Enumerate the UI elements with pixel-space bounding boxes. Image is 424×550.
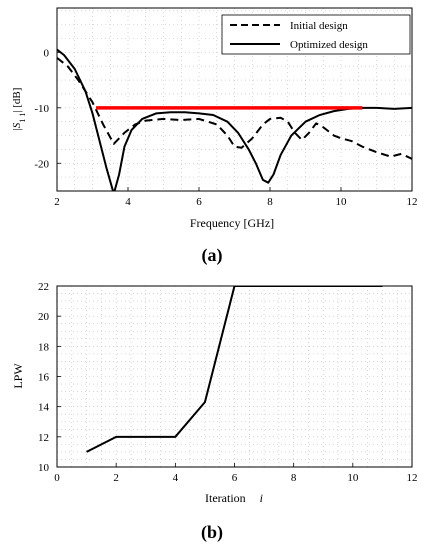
a-plot-frame (56, 7, 413, 192)
x-tick-label: 0 (54, 472, 60, 484)
series-lpw (86, 286, 383, 453)
legend-optimized-label: Optimized design (290, 39, 368, 51)
x-tick-label: 2 (54, 196, 60, 208)
x-tick-label: 10 (347, 472, 359, 484)
chart-b: 0 2 4 6 8 10 12 10 12 14 16 18 20 22 LPW Iteration i (… (11, 281, 418, 543)
b-ticks: 0 2 4 6 8 10 12 10 12 14 16 18 20 22 (38, 281, 418, 484)
a-panel-label: (a) (202, 245, 223, 266)
b-panel-label: (b) (201, 522, 223, 543)
x-tick-label: 8 (267, 196, 273, 208)
b-plot-frame (56, 285, 413, 468)
series-initial-design (57, 57, 412, 160)
b-series (86, 286, 383, 453)
chart-a: 2 4 6 8 10 12 0 -10 -20 Initial design Optimized… (11, 7, 418, 266)
a-legend-box (221, 14, 411, 55)
x-tick-label: 8 (291, 472, 297, 484)
y-tick-label: 18 (38, 341, 50, 353)
b-xlabel-symbol: i (260, 491, 263, 505)
x-tick-label: 12 (407, 196, 418, 208)
a-legend: Initial design Optimized design (221, 14, 411, 55)
a-grid (56, 8, 413, 192)
y-tick-label: -20 (34, 158, 49, 170)
y-tick-label: 14 (38, 402, 50, 414)
y-tick-label: -10 (34, 103, 49, 115)
x-tick-label: 6 (196, 196, 202, 208)
y-tick-label: 12 (38, 432, 49, 444)
x-tick-label: 10 (336, 196, 348, 208)
series-optimized-design (57, 48, 412, 191)
y-tick-label: 20 (38, 311, 50, 323)
a-xlabel: Frequency [GHz] (190, 216, 274, 230)
a-ticks: 2 4 6 8 10 12 0 -10 -20 (34, 47, 417, 208)
x-tick-label: 6 (232, 472, 238, 484)
x-tick-label: 2 (113, 472, 119, 484)
b-xlabel-text: Iteration (205, 491, 246, 505)
y-tick-label: 16 (38, 372, 50, 384)
b-xlabel: Iteration i (205, 491, 263, 505)
x-tick-label: 4 (173, 472, 179, 484)
legend-initial-label: Initial design (290, 20, 348, 32)
y-tick-label: 22 (38, 281, 49, 293)
y-tick-label: 10 (38, 462, 50, 474)
a-ylabel: |S1 1| [dB] (11, 88, 27, 131)
x-tick-label: 4 (125, 196, 131, 208)
b-ylabel: LPW (11, 363, 25, 389)
a-series (57, 48, 412, 191)
x-tick-label: 12 (407, 472, 418, 484)
y-tick-label: 0 (44, 47, 50, 59)
